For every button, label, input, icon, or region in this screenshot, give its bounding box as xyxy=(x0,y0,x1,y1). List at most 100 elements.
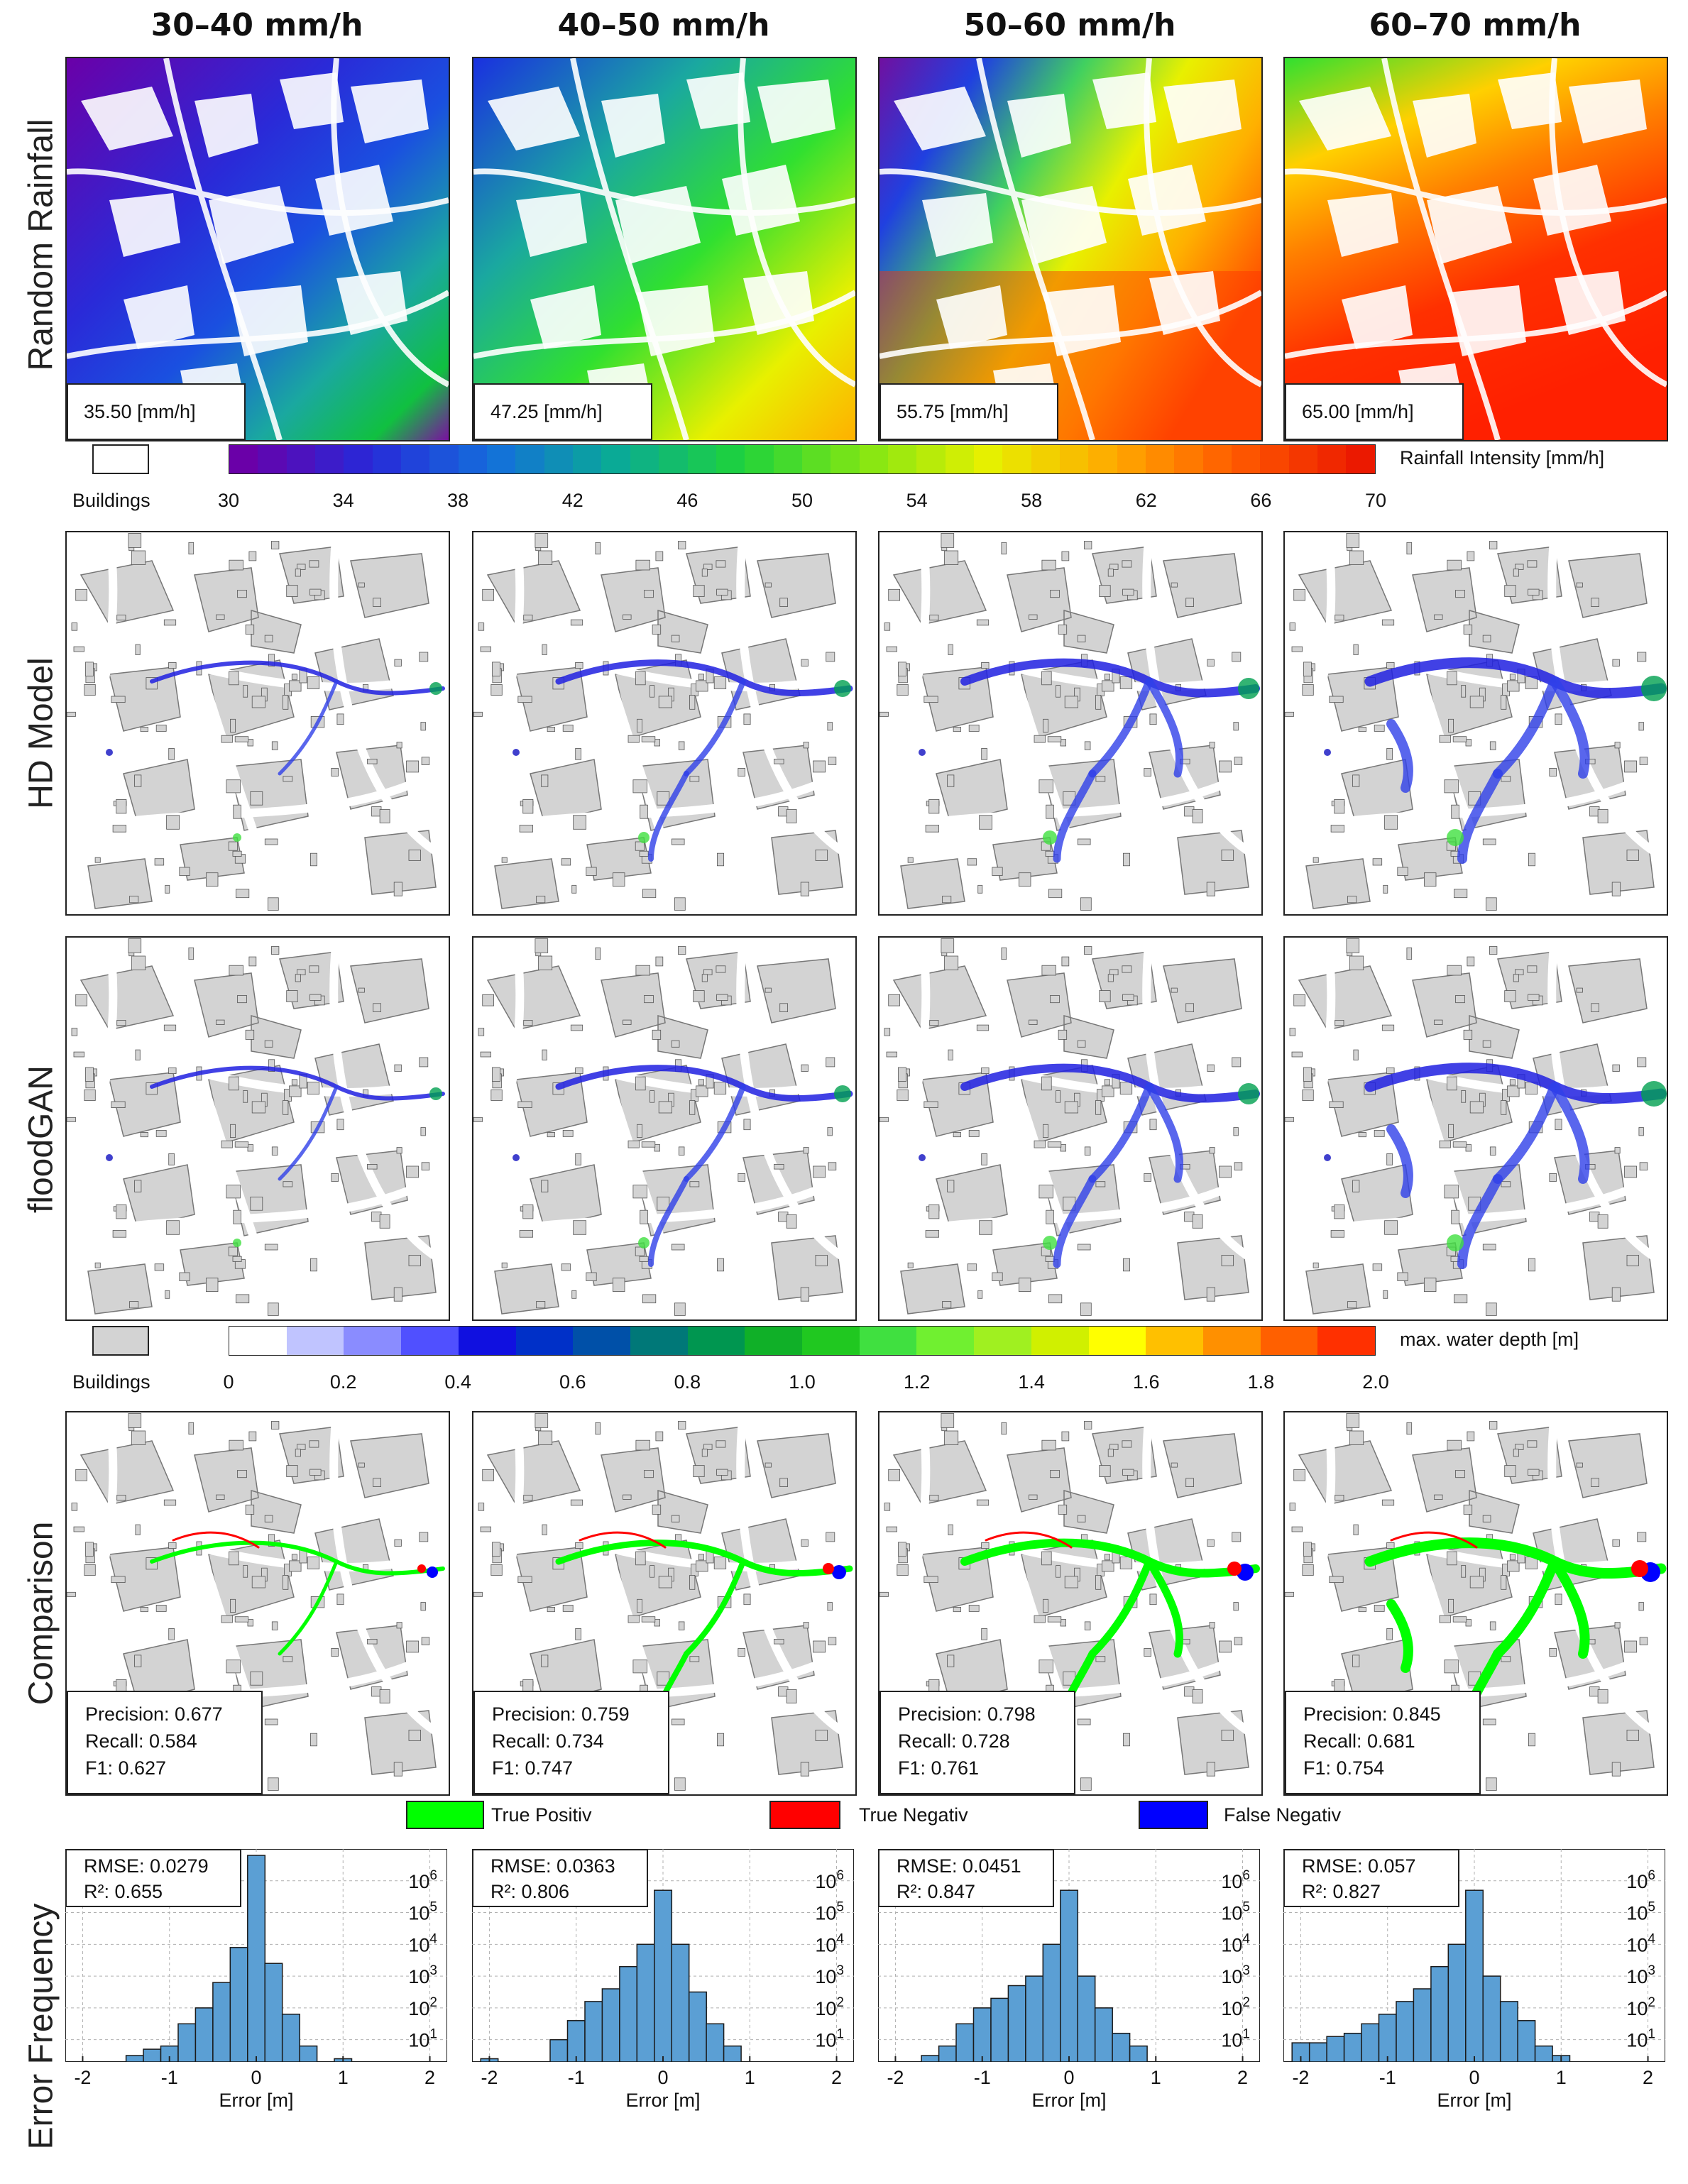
hd-model-map-1 xyxy=(65,531,450,916)
histogram-bar xyxy=(1007,1985,1026,2063)
row-label-comparison: Comparison xyxy=(22,1521,60,1706)
x-tick-label: 2 xyxy=(1237,2067,1249,2088)
x-tick-label: 1 xyxy=(1150,2067,1161,2088)
y-tick-label: 102 xyxy=(815,1995,844,2019)
y-tick-label: 105 xyxy=(408,1900,437,1924)
floodgan-map-1 xyxy=(65,936,450,1321)
y-tick-label: 101 xyxy=(1221,2027,1250,2051)
histogram-bar xyxy=(299,2045,318,2063)
depth-tick-label: 0.8 xyxy=(674,1371,701,1393)
histogram-bar xyxy=(1361,2023,1380,2063)
histogram-bar xyxy=(671,1943,690,2063)
histogram-bar xyxy=(1482,1975,1501,2063)
recall-4: Recall: 0.681 xyxy=(1303,1730,1415,1752)
x-axis-title: Error [m] xyxy=(1031,2090,1107,2111)
rain-tick-label: 70 xyxy=(1364,490,1387,511)
histogram-bar xyxy=(972,2007,992,2063)
x-tick-label: 2 xyxy=(1643,2067,1654,2088)
histogram-bar xyxy=(1517,2020,1536,2063)
rainfall-map-4: 65.00 [mm/h] xyxy=(1283,57,1668,441)
comparison-map-1: Precision: 0.677 Recall: 0.584 F1: 0.627 xyxy=(65,1411,450,1796)
x-tick-label: 0 xyxy=(657,2067,669,2088)
error-histogram-4: 101 102 103 104 105 106 RMSE: 0.057 R²: 0.827 xyxy=(1283,1848,1666,2063)
hd-model-map-2 xyxy=(472,531,857,916)
x-tick-label: -1 xyxy=(567,2067,585,2088)
depth-tick-label: 2.0 xyxy=(1362,1371,1389,1393)
histogram-bar xyxy=(1430,1965,1449,2063)
row-label-floodgan: floodGAN xyxy=(22,1065,60,1214)
stats-box-1: RMSE: 0.0279 R²: 0.655 xyxy=(65,1849,241,1907)
histogram-bar xyxy=(955,2023,975,2063)
rainfall-value-box-4: 65.00 [mm/h] xyxy=(1285,383,1464,440)
x-tick-label: -2 xyxy=(887,2067,904,2088)
x-tick-label: 2 xyxy=(424,2067,436,2088)
building-outlines xyxy=(81,72,429,406)
histogram-bar xyxy=(619,1965,638,2063)
histogram-bar xyxy=(1378,2014,1397,2063)
column-title-2: 40–50 mm/h xyxy=(557,7,770,43)
y-tick-label: 104 xyxy=(815,1931,844,1955)
hd-model-map-3 xyxy=(878,531,1263,916)
histogram-bar xyxy=(601,1988,620,2063)
f1-2: F1: 0.747 xyxy=(492,1757,574,1779)
true-negative-swatch xyxy=(769,1801,840,1829)
rainfall-map-2: 47.25 [mm/h] xyxy=(472,57,857,441)
depth-color-step xyxy=(401,1327,459,1355)
histogram-bar xyxy=(177,2023,197,2063)
depth-color-step xyxy=(229,1327,287,1355)
y-tick-label: 103 xyxy=(1221,1963,1250,1987)
precision-4: Precision: 0.845 xyxy=(1303,1703,1441,1725)
histogram-bar xyxy=(281,2014,300,2063)
rain-tick-label: 62 xyxy=(1135,490,1157,511)
histogram-bar xyxy=(1308,2042,1327,2063)
stats-box-2: RMSE: 0.0363 R²: 0.806 xyxy=(472,1849,648,1907)
depth-color-step xyxy=(573,1327,630,1355)
false-negative-label: False Negativ xyxy=(1224,1804,1342,1826)
rain-tick-label: 38 xyxy=(447,490,469,511)
histogram-bar xyxy=(706,2023,725,2063)
r2-1: R²: 0.655 xyxy=(84,1881,163,1902)
y-tick-label: 104 xyxy=(1626,1931,1655,1955)
metrics-box-1: Precision: 0.677 Recall: 0.584 F1: 0.627 xyxy=(67,1691,263,1794)
y-tick-label: 106 xyxy=(1221,1868,1250,1892)
depth-color-step xyxy=(974,1327,1031,1355)
true-positive-label: True Positiv xyxy=(491,1804,592,1826)
depth-color-step xyxy=(745,1327,803,1355)
depth-legend-buildings-label: Buildings xyxy=(72,1371,150,1393)
rmse-4: RMSE: 0.057 xyxy=(1302,1855,1416,1877)
y-tick-label: 104 xyxy=(1221,1931,1250,1955)
rainfall-colorbar xyxy=(229,444,1376,474)
histogram-bar xyxy=(1094,2007,1113,2063)
f1-4: F1: 0.754 xyxy=(1303,1757,1385,1779)
histogram-bar xyxy=(921,2055,940,2063)
depth-color-step xyxy=(1146,1327,1203,1355)
depth-color-step xyxy=(859,1327,917,1355)
x-tick-label: -2 xyxy=(74,2067,92,2088)
hd-model-map-4 xyxy=(1283,531,1668,916)
rmse-1: RMSE: 0.0279 xyxy=(84,1855,209,1877)
depth-color-step xyxy=(286,1327,344,1355)
y-tick-label: 106 xyxy=(815,1868,844,1892)
rain-tick-label: 30 xyxy=(217,490,240,511)
y-tick-label: 103 xyxy=(815,1963,844,1987)
histogram-bar xyxy=(549,2038,569,2063)
y-tick-label: 101 xyxy=(815,2027,844,2051)
column-title-1: 30–40 mm/h xyxy=(150,7,363,43)
histogram-bar xyxy=(723,2045,742,2063)
r2-2: R²: 0.806 xyxy=(490,1881,570,1902)
rain-legend-title: Rainfall Intensity [mm/h] xyxy=(1400,447,1605,468)
y-tick-label: 106 xyxy=(1626,1868,1655,1892)
histogram-bar xyxy=(1465,1889,1484,2063)
precision-3: Precision: 0.798 xyxy=(898,1703,1036,1725)
x-tick-label: -1 xyxy=(1379,2067,1396,2088)
depth-color-step xyxy=(630,1327,688,1355)
buildings-swatch-gray xyxy=(92,1326,149,1356)
histogram-bar xyxy=(1112,2032,1131,2063)
histogram-bar xyxy=(212,1982,231,2063)
y-tick-label: 101 xyxy=(408,2027,437,2051)
y-tick-label: 104 xyxy=(408,1931,437,1955)
rainfall-value-box-2: 47.25 [mm/h] xyxy=(473,383,652,440)
histogram-bar xyxy=(194,2007,214,2063)
x-tick-label: -1 xyxy=(160,2067,178,2088)
histogram-bar xyxy=(654,1889,673,2063)
